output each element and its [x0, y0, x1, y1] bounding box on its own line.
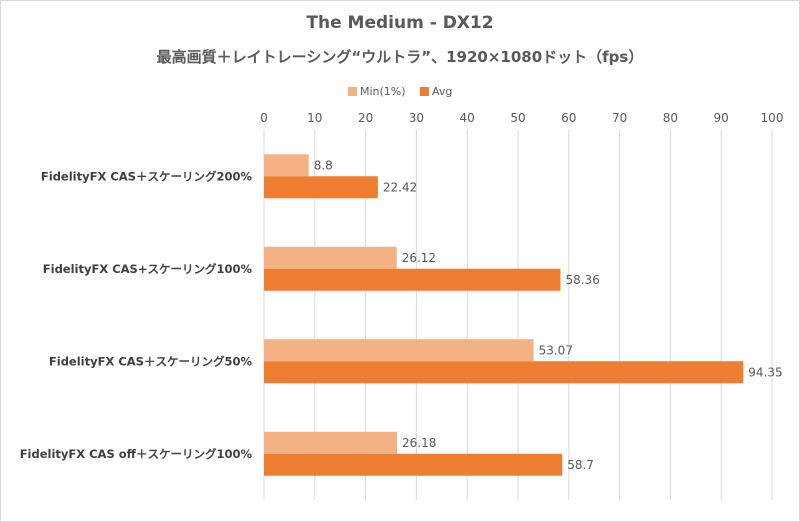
x-tick-label: 100 [761, 111, 784, 125]
chart-title: The Medium - DX12 [306, 13, 493, 33]
x-tick-label: 30 [409, 111, 424, 125]
x-tick-label: 50 [510, 111, 525, 125]
x-tick-label: 40 [460, 111, 475, 125]
x-tick-label: 70 [612, 111, 627, 125]
bar-avg [264, 268, 561, 291]
data-label-min: 8.8 [314, 158, 333, 172]
x-tick-label: 90 [714, 111, 729, 125]
legend-swatch-min [348, 87, 357, 96]
data-label-min: 26.18 [402, 436, 436, 450]
bars: 8.8 22.42 26.12 58.36 53.07 94.35 26.18 58.7 [264, 154, 783, 476]
x-axis-ticks: 0 10 20 30 40 50 60 70 80 90 100 [260, 111, 783, 125]
x-tick-label: 10 [307, 111, 322, 125]
legend-label-min: Min(1%) [360, 85, 406, 98]
category-labels: FidelityFX CAS＋スケーリング200% FidelityFX CAS+… [20, 169, 253, 461]
chart-subtitle: 最高画質＋レイトレーシング“ウルトラ”、1920×1080ドット（fps） [157, 48, 644, 66]
category-label: FidelityFX CAS off＋スケーリング100% [20, 447, 253, 461]
bar-min [264, 246, 397, 269]
bar-avg [264, 361, 744, 384]
legend-swatch-avg [420, 87, 429, 96]
bar-avg [264, 176, 378, 199]
bar-avg [264, 453, 563, 476]
data-label-avg: 22.42 [383, 180, 417, 194]
x-tick-label: 0 [260, 111, 268, 125]
category-label: FidelityFX CAS+スケーリング100% [43, 262, 253, 276]
bar-min [264, 154, 309, 177]
x-tick-label: 60 [561, 111, 576, 125]
category-label: FidelityFX CAS＋スケーリング50% [49, 354, 253, 368]
legend: Min(1%) Avg [348, 85, 452, 98]
x-tick-label: 80 [663, 111, 678, 125]
bar-min [264, 339, 534, 362]
data-label-min: 53.07 [539, 343, 573, 357]
data-label-avg: 58.7 [567, 458, 594, 472]
x-tick-label: 20 [358, 111, 373, 125]
bar-min [264, 431, 397, 454]
legend-label-avg: Avg [432, 85, 452, 98]
data-label-avg: 58.36 [565, 273, 599, 287]
data-label-avg: 94.35 [748, 365, 782, 379]
category-label: FidelityFX CAS＋スケーリング200% [41, 169, 253, 183]
data-label-min: 26.12 [402, 251, 436, 265]
